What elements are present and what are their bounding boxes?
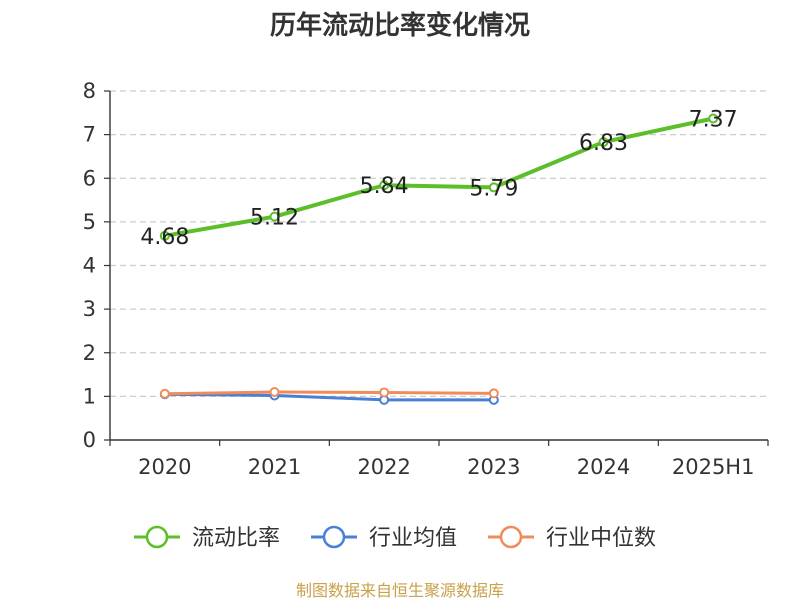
- series-line-current-ratio: [162, 116, 716, 238]
- x-tick-label: 2020: [138, 455, 191, 479]
- x-tick-label: 2024: [577, 455, 630, 479]
- data-point: [379, 180, 390, 191]
- series-line-industry-median: [163, 390, 496, 396]
- grid-lines: [110, 90, 768, 397]
- data-point: [488, 388, 499, 399]
- axes: 0 1 2 3 4 5 6 7 8 2020 2021 2022 2023 2024 2025H1: [83, 79, 769, 479]
- legend-marker: [145, 525, 169, 549]
- data-point: [159, 388, 170, 399]
- legend-label: 行业中位数: [546, 526, 656, 551]
- y-tick-label: 6: [83, 166, 96, 190]
- legend[interactable]: 流动比率 行业均值 行业中位数: [134, 525, 656, 551]
- legend-label: 流动比率: [192, 526, 280, 551]
- y-tick-label: 4: [83, 254, 96, 278]
- legend-label: 行业均值: [369, 526, 457, 551]
- data-point: [269, 387, 280, 398]
- y-tick-label: 2: [83, 341, 96, 365]
- data-label: 5.84: [360, 174, 409, 199]
- data-point: [708, 113, 719, 124]
- data-label: 5.79: [469, 176, 518, 201]
- chart-title: 历年流动比率变化情况: [270, 10, 530, 41]
- data-label: 7.37: [689, 107, 738, 132]
- data-point: [379, 387, 390, 398]
- x-tick-label: 2021: [248, 455, 301, 479]
- series-line-industry-mean: [163, 392, 496, 402]
- legend-marker: [322, 525, 346, 549]
- y-tick-label: 7: [83, 123, 96, 147]
- data-point: [598, 137, 609, 148]
- data-label: 5.12: [250, 206, 299, 231]
- data-labels: 4.68 5.12 5.84 5.79 6.83 7.37: [140, 107, 737, 249]
- y-tick-label: 8: [83, 79, 96, 103]
- x-tick-label: 2025H1: [672, 455, 755, 479]
- data-label: 6.83: [579, 131, 628, 156]
- x-tick-label: 2023: [467, 455, 520, 479]
- data-point: [159, 230, 170, 241]
- y-tick-label: 3: [83, 297, 96, 321]
- data-point: [488, 182, 499, 193]
- legend-marker: [499, 525, 523, 549]
- y-tick-label: 5: [83, 210, 96, 234]
- data-point: [269, 211, 280, 222]
- y-tick-label: 0: [83, 428, 96, 452]
- source-footer: 制图数据来自恒生聚源数据库: [296, 581, 504, 600]
- series-layer: [159, 113, 719, 405]
- data-label: 4.68: [140, 225, 189, 250]
- x-tick-label: 2022: [357, 455, 410, 479]
- y-tick-label: 1: [83, 384, 96, 408]
